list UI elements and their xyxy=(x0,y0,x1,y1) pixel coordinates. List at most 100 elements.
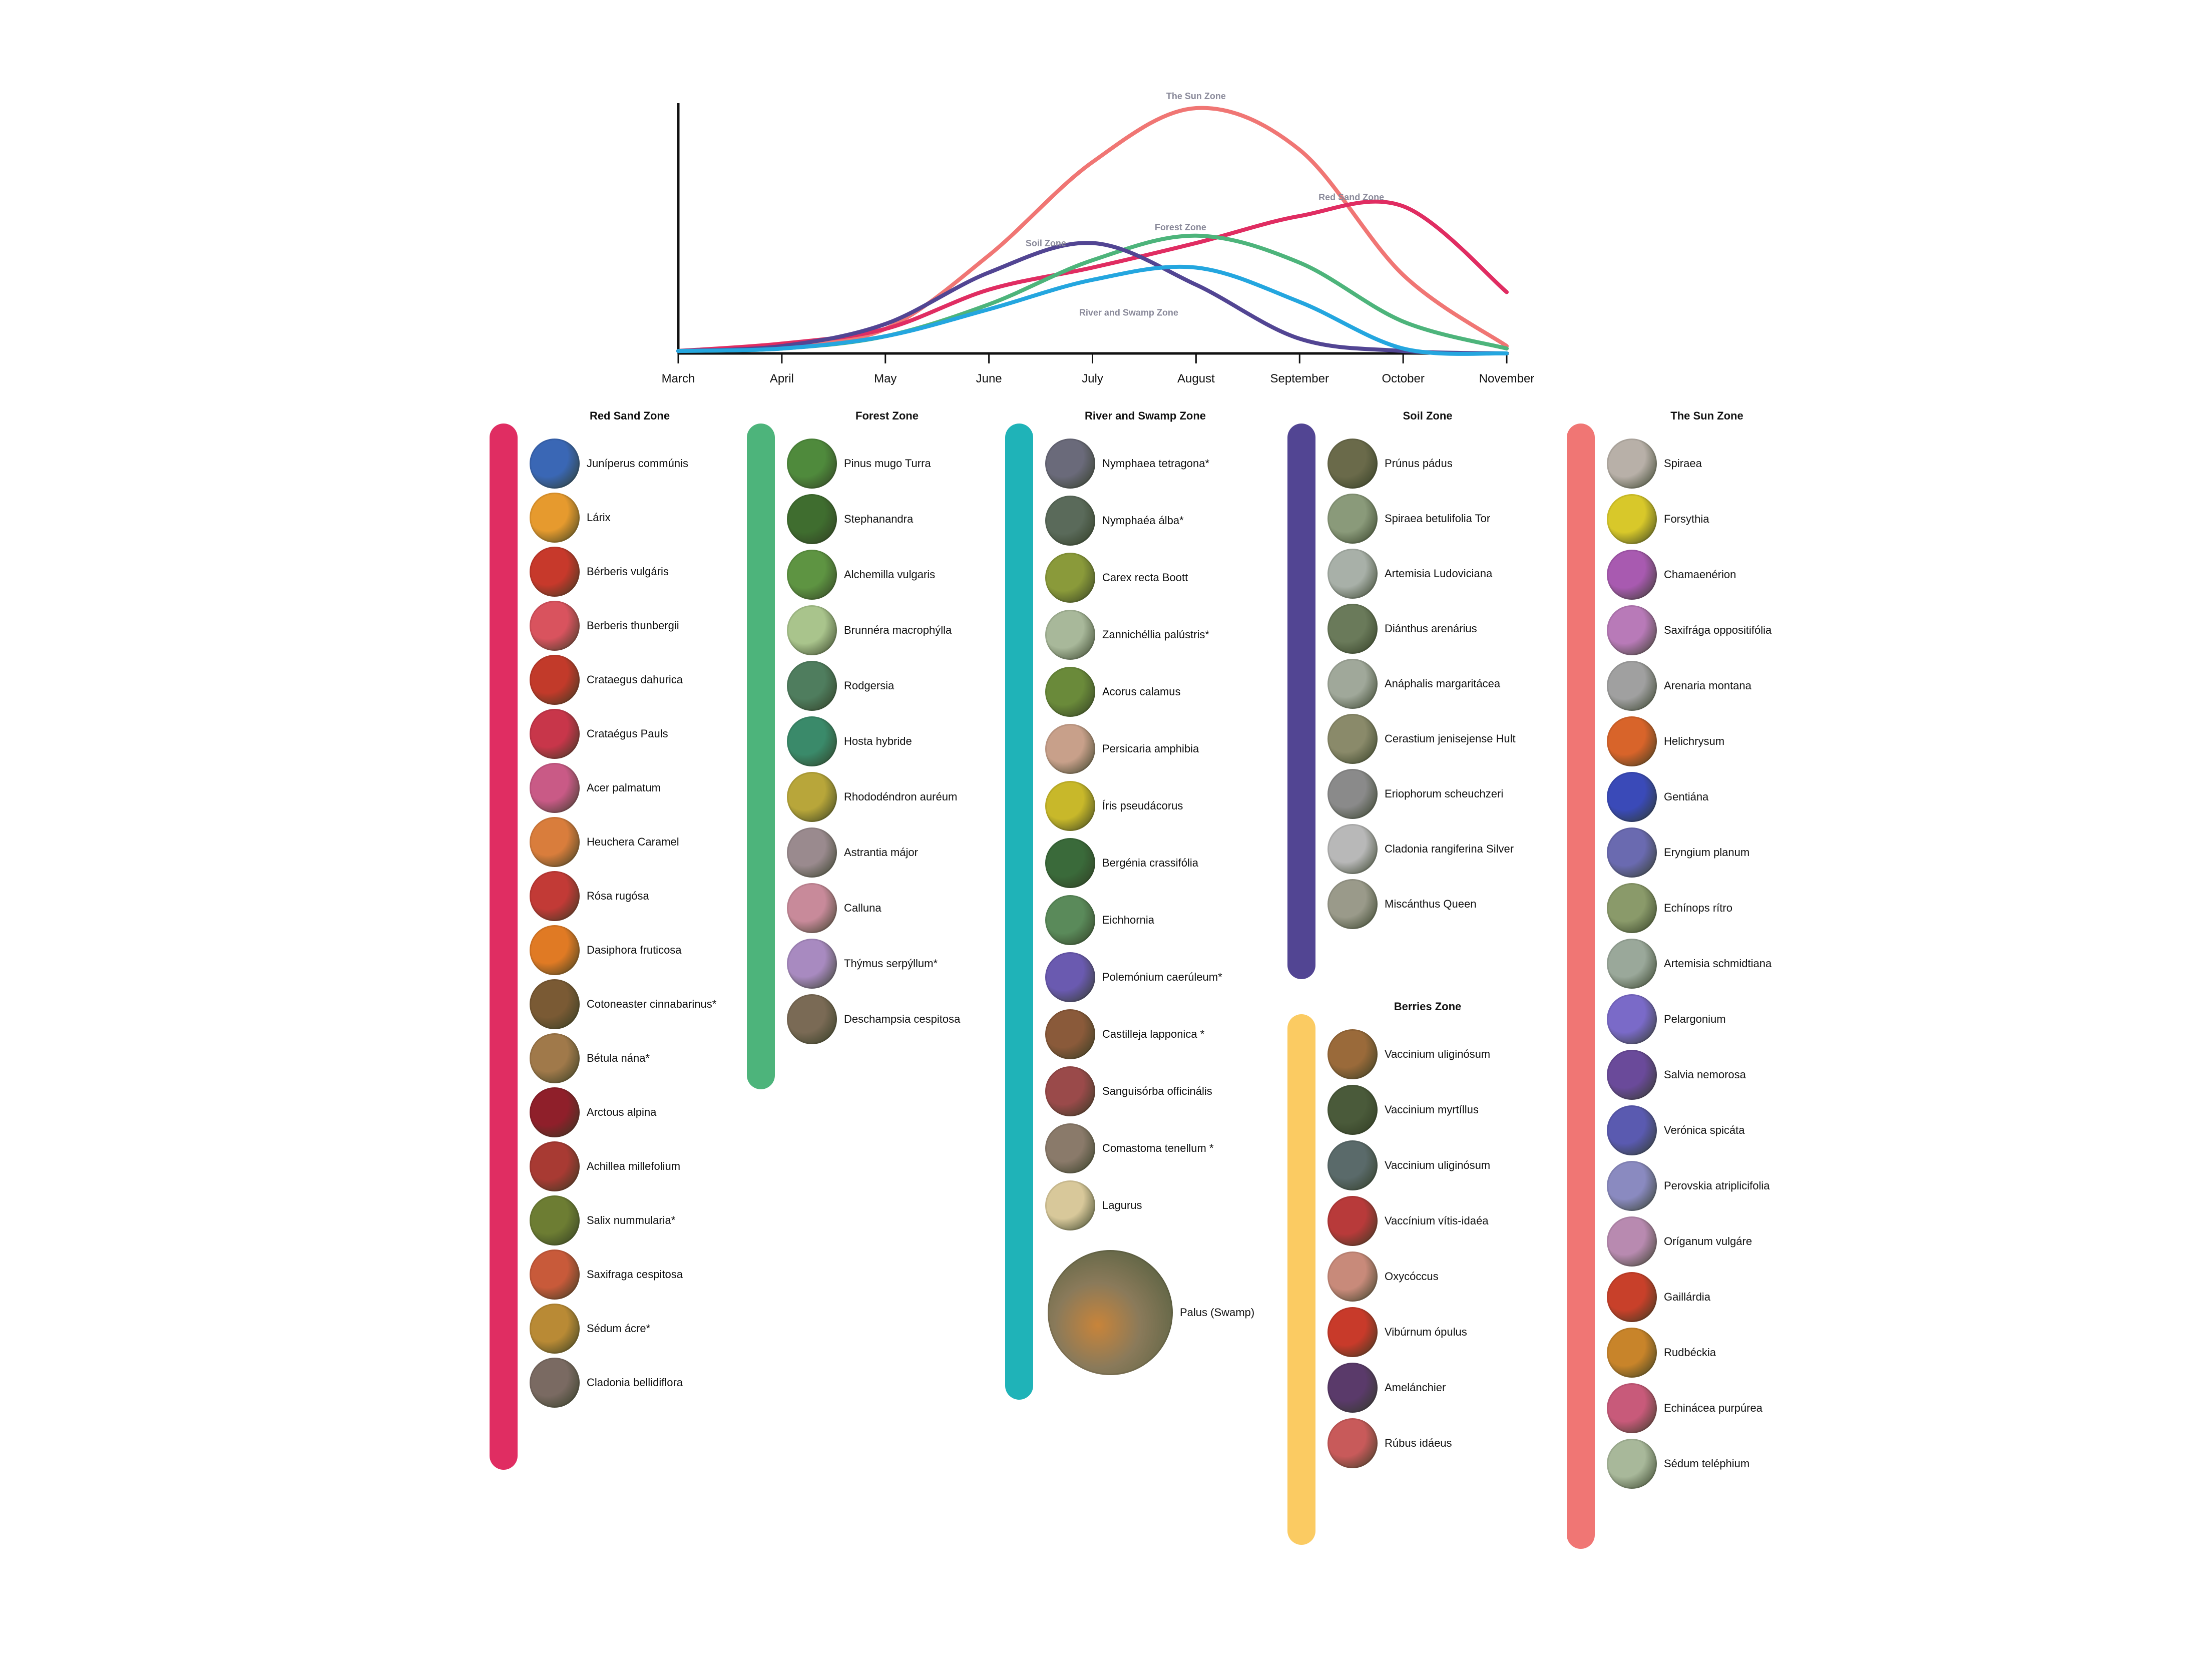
series-line xyxy=(676,106,1509,353)
plant-photo xyxy=(1045,439,1095,489)
plant-item: Achillea millefolium xyxy=(530,1141,680,1191)
plant-name: Perovskia atriplicifolia xyxy=(1664,1179,1770,1192)
chart-axes: March April May June July August September Octo… xyxy=(662,103,1534,385)
plant-name: Miscánthus Queen xyxy=(1385,898,1477,910)
plant-photo xyxy=(530,709,580,759)
plant-item: Vibúrnum ópulus xyxy=(1328,1307,1467,1357)
plant-photo xyxy=(530,547,580,597)
zone-color-bar xyxy=(490,424,518,1470)
plant-name: Verónica spicáta xyxy=(1664,1124,1745,1136)
plant-photo xyxy=(1607,883,1657,933)
plant-item: Íris pseudácorus xyxy=(1045,781,1183,831)
plant-item: Arctous alpina xyxy=(530,1087,656,1137)
x-tick-label: September xyxy=(1270,372,1329,385)
plant-photo xyxy=(1607,1105,1657,1155)
plant-name: Eryngium planum xyxy=(1664,846,1750,859)
plant-name: Íris pseudácorus xyxy=(1102,799,1183,812)
plant-name: Chamaenérion xyxy=(1664,568,1736,581)
plant-name: Heuchera Caramel xyxy=(587,836,679,848)
plant-name: Persicaria amphibia xyxy=(1102,742,1199,755)
plant-item: Bérberis vulgáris xyxy=(530,547,669,597)
zone-title: Soil Zone xyxy=(1403,409,1453,422)
plant-photo xyxy=(1607,1272,1657,1322)
series-label: Red Sand Zone xyxy=(1318,192,1384,202)
plant-item: Chamaenérion xyxy=(1607,550,1736,600)
plant-photo xyxy=(1045,781,1095,831)
plant-photo xyxy=(787,883,837,933)
plant-item: Persicaria amphibia xyxy=(1045,724,1199,774)
plant-name: Alchemilla vulgaris xyxy=(844,568,936,581)
plant-photo xyxy=(530,655,580,705)
plant-item: Rhododéndron auréum xyxy=(787,772,957,822)
plant-name: Artemisia schmidtiana xyxy=(1664,957,1772,970)
plant-photo xyxy=(1045,1009,1095,1059)
plant-name: Achillea millefolium xyxy=(587,1160,681,1172)
plant-photo xyxy=(1328,1363,1378,1413)
plant-name: Rúbus idáeus xyxy=(1385,1437,1452,1449)
zone-color-bar xyxy=(1287,1014,1315,1545)
plant-photo xyxy=(1607,1383,1657,1433)
plant-photo xyxy=(1607,1050,1657,1100)
plant-photo xyxy=(1045,610,1095,660)
plant-name: Dasiphora fruticosa xyxy=(587,944,682,956)
plant-name: Crataegus dahurica xyxy=(587,673,683,686)
plant-item: Pinus mugo Turra xyxy=(787,439,931,489)
plant-name: Vaccinium myrtíllus xyxy=(1385,1103,1479,1116)
plant-photo xyxy=(1328,1196,1378,1246)
x-tick-label: August xyxy=(1177,372,1215,385)
plant-photo xyxy=(1048,1250,1173,1375)
plant-item: Cladonia bellidiflora xyxy=(530,1358,683,1408)
plant-name: Thýmus serpýllum* xyxy=(844,957,938,970)
plant-name: Acorus calamus xyxy=(1102,685,1181,698)
plant-item: Oxycóccus xyxy=(1328,1252,1439,1302)
x-tick-label: July xyxy=(1082,372,1103,385)
zone-title: Forest Zone xyxy=(855,409,919,422)
plant-photo xyxy=(530,979,580,1029)
plant-photo xyxy=(530,1250,580,1300)
plant-name: Sédum ácre* xyxy=(587,1322,651,1335)
plant-item: Cladonia rangiferina Silver xyxy=(1328,824,1514,874)
plant-photo xyxy=(530,601,580,651)
plant-photo xyxy=(1045,667,1095,717)
plant-item: Spiraea xyxy=(1607,439,1702,489)
plant-name: Comastoma tenellum * xyxy=(1102,1142,1214,1154)
plant-item: Arenaria montana xyxy=(1607,661,1751,711)
plant-item: Lárix xyxy=(530,493,611,543)
plant-item: Prúnus pádus xyxy=(1328,439,1453,489)
plant-photo xyxy=(530,1087,580,1137)
plant-name: Amelánchier xyxy=(1385,1381,1446,1394)
plant-photo xyxy=(1328,769,1378,819)
plant-name: Anáphalis margaritácea xyxy=(1385,677,1501,690)
plant-item: Salix nummularia* xyxy=(530,1195,675,1246)
plant-name: Lagurus xyxy=(1102,1199,1142,1211)
plant-name: Juníperus commúnis xyxy=(587,457,688,470)
plant-photo xyxy=(787,661,837,711)
plant-item: Comastoma tenellum * xyxy=(1045,1123,1214,1173)
plant-photo xyxy=(1045,496,1095,546)
plant-photo xyxy=(787,494,837,544)
plant-name: Zannichéllia palústris* xyxy=(1102,628,1209,641)
plant-item: Bétula nána* xyxy=(530,1033,650,1083)
plant-photo xyxy=(1328,824,1378,874)
plant-photo xyxy=(1328,1140,1378,1190)
plant-item: Amelánchier xyxy=(1328,1363,1446,1413)
plant-item: Gaillárdia xyxy=(1607,1272,1710,1322)
plant-item: Anáphalis margaritácea xyxy=(1328,659,1500,709)
plant-item: Carex recta Boott xyxy=(1045,553,1188,603)
plant-item: Castilleja lapponica * xyxy=(1045,1009,1204,1059)
plant-item: Eichhornia xyxy=(1045,895,1154,945)
plant-name: Stephanandra xyxy=(844,513,914,525)
plant-item: Astrantia májor xyxy=(787,827,918,878)
plant-item: Acorus calamus xyxy=(1045,667,1181,717)
plant-name: Astrantia májor xyxy=(844,846,918,859)
plant-name: Rudbéckia xyxy=(1664,1346,1716,1359)
x-tick-label: March xyxy=(662,372,695,385)
plant-name: Vaccinium uliginósum xyxy=(1385,1159,1491,1171)
plant-item: Dasiphora fruticosa xyxy=(530,925,682,975)
plant-photo xyxy=(1607,661,1657,711)
plant-name: Rodgersia xyxy=(844,679,895,692)
plant-name: Rhododéndron auréum xyxy=(844,790,958,803)
plant-name: Castilleja lapponica * xyxy=(1102,1028,1205,1040)
plant-photo xyxy=(1607,1439,1657,1489)
plant-photo xyxy=(1607,1161,1657,1211)
